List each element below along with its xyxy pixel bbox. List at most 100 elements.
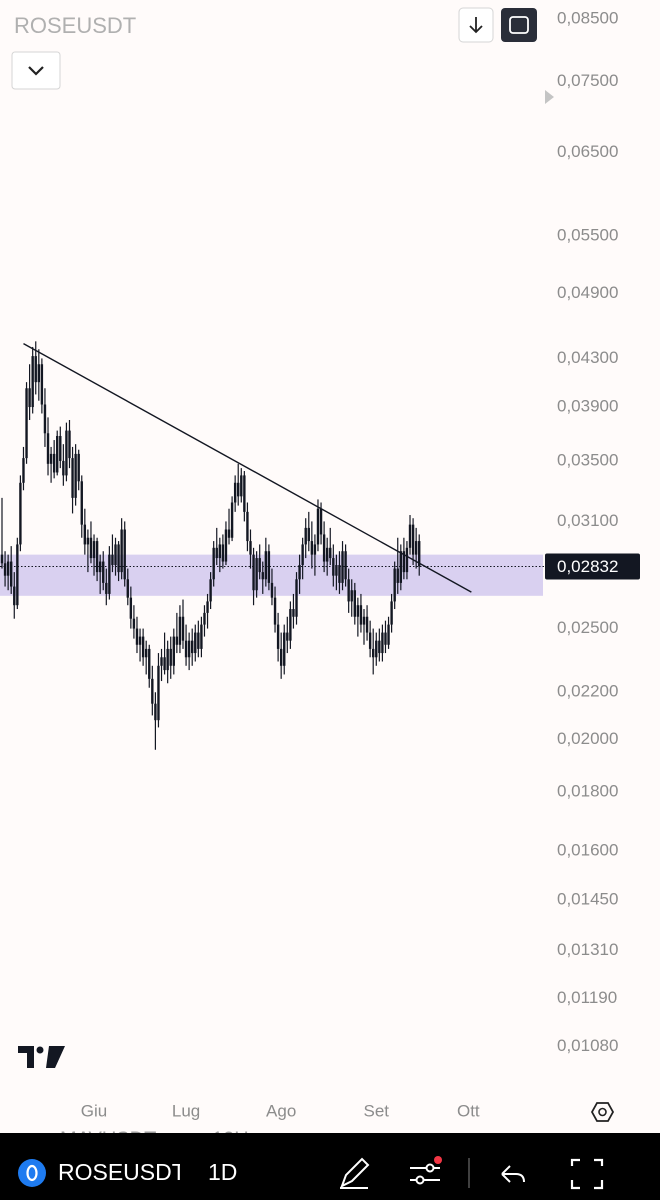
y-tick-label: 0,01450 [557,889,618,908]
indicators-button[interactable] [410,1156,442,1185]
candle-body [402,551,406,573]
candle-body [141,636,145,658]
candle-body [129,597,133,619]
candle-body [350,590,353,602]
candle-body [387,624,390,645]
candle-body [286,632,289,641]
y-tick-label: 0,02500 [557,618,618,637]
candle-body [65,430,68,476]
y-tick-label: 0,04300 [557,348,618,367]
y-tick-label: 0,01080 [557,1036,618,1055]
candle-body [215,547,218,559]
candle-body [157,665,160,721]
y-tick-label: 0,03900 [557,397,618,416]
candle-body [411,524,415,555]
toolbar-symbol[interactable]: ROSEUSDT [58,1159,186,1185]
dropdown-button[interactable] [11,51,61,90]
candle-body [332,558,335,576]
candle-body [95,541,99,573]
candle-body [105,582,108,594]
y-tick-label: 0,08500 [557,8,618,27]
candle-body [52,453,56,473]
candle-body [86,537,90,545]
candle-body [418,541,421,567]
candle-body [227,529,231,538]
candle-body [240,475,243,497]
candle-body [276,624,280,649]
symbol-fade [180,1150,194,1196]
x-tick-label: Set [364,1101,390,1120]
candle-body [218,544,222,559]
last-price-label: 0,02832 [557,557,618,576]
candle-body [319,508,323,535]
candle-body [10,561,13,587]
candle-body [298,565,301,580]
symbol-logo [18,1159,46,1187]
candle-body [49,453,53,464]
candle-body [181,616,185,641]
candle-body [356,605,360,617]
candle-body [178,616,182,645]
candle-body [316,508,320,545]
candle-body [117,544,120,573]
candle-body [365,616,369,633]
candle-body [233,482,237,503]
candle-body [246,511,249,542]
candle-body [46,433,50,464]
candle-body [172,636,175,666]
candle-body [322,534,326,562]
candle-body [43,404,47,434]
candle-body [237,482,240,497]
fullscreen-button[interactable] [570,1158,604,1190]
candle-body [368,632,372,649]
fit-button[interactable] [501,8,537,42]
candle-body [191,640,194,654]
candle-body [249,541,252,555]
candle-body [151,678,154,704]
candle-body [353,590,356,617]
y-tick-label: 0,01600 [557,840,618,859]
candle-body [28,388,31,408]
candle-body [123,529,126,580]
candle-body [381,632,384,654]
tradingview-logo [18,1046,65,1068]
candle-body [206,601,209,613]
candle-body [304,527,307,545]
candle-body [405,547,409,573]
candle-body [261,572,264,580]
scroll-down-button[interactable] [458,7,494,43]
candle-body [359,605,363,625]
candle-body [184,640,188,658]
candle-body [25,388,28,459]
plot: 0,08500 0,07500 0,06500 0,05500 0,04900 0,043… [0,8,640,1120]
y-tick-label: 0,03100 [557,511,618,530]
candle-body [283,632,286,666]
candle-body [362,616,366,625]
candle-body [230,502,234,538]
y-tick-label: 0,06500 [557,142,618,161]
draw-tool-button[interactable] [340,1157,370,1189]
undo-button[interactable] [501,1165,525,1183]
settings-icon[interactable] [590,1102,615,1122]
candle-body [62,460,65,476]
candle-body [378,640,381,654]
candle-body [37,364,41,383]
y-tick-label: 0,02200 [557,682,618,701]
candle-body [396,568,399,583]
toolbar-interval[interactable]: 1D [208,1159,237,1185]
candle-body [154,703,157,721]
candle-body [267,551,271,583]
candle-body [3,563,7,576]
candle-body [209,579,212,602]
candle-body [126,579,129,598]
candle-body [372,648,375,658]
candle-body [295,579,298,617]
y-tick-label: 0,01800 [557,782,618,801]
candle-body [71,458,74,498]
x-tick-label: Lug [172,1101,200,1120]
candle-body [255,558,258,591]
candle-body [108,554,111,594]
candle-body [166,648,169,671]
bottom-toolbar [0,1133,660,1200]
